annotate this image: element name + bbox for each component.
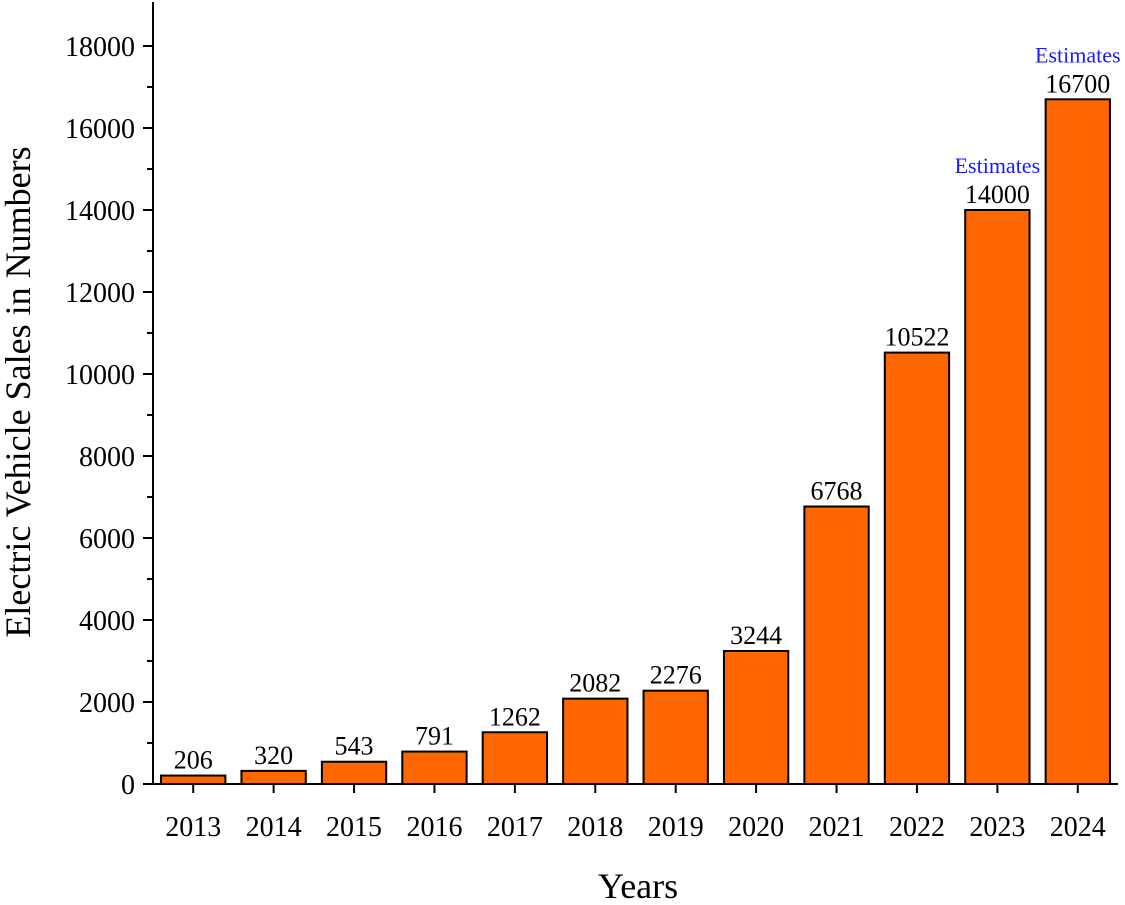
data-label-2018: 2082 xyxy=(569,669,621,698)
y-axis-title: Electric Vehicle Sales in Numbers xyxy=(0,146,38,637)
bar-2021 xyxy=(803,505,870,785)
bar-2015 xyxy=(320,760,388,785)
data-label-2024: 16700 xyxy=(1045,69,1110,98)
bar-2013 xyxy=(160,774,227,786)
data-label-2021: 6768 xyxy=(811,477,863,506)
bar-2018 xyxy=(562,697,629,785)
bar-2019 xyxy=(642,689,709,786)
data-label-2016: 791 xyxy=(415,722,454,751)
y-tick-label: 12000 xyxy=(65,278,135,309)
data-labels: 206 320 543 791 1262 2082 2276 3244 6768 10522 140… xyxy=(174,69,1111,774)
bar-2024 xyxy=(1044,98,1111,786)
x-tick-label: 2024 xyxy=(1050,812,1106,843)
x-tick-label: 2015 xyxy=(326,812,382,843)
x-tick-label: 2013 xyxy=(165,812,221,843)
x-tick-label: 2017 xyxy=(487,812,543,843)
y-tick-label: 2000 xyxy=(79,688,135,719)
axes-layer xyxy=(152,2,1118,785)
y-tick-label: 6000 xyxy=(79,524,135,555)
bar-2017 xyxy=(481,731,549,785)
data-label-2022: 10522 xyxy=(884,323,949,352)
bar-2022 xyxy=(883,351,951,785)
y-tick-label: 8000 xyxy=(79,442,135,473)
bars-layer xyxy=(160,98,1111,786)
y-tick-label: 10000 xyxy=(65,360,135,391)
x-tick-label: 2023 xyxy=(969,812,1025,843)
bar-2016 xyxy=(401,750,468,785)
data-label-2020: 3244 xyxy=(730,621,782,650)
data-label-2015: 543 xyxy=(335,732,374,761)
x-tick-label: 2016 xyxy=(406,812,462,843)
y-tick-label: 14000 xyxy=(65,196,135,227)
y-ticks: 0 2000 4000 6000 8000 10000 12000 14000 16000 180… xyxy=(65,32,153,801)
x-tick-label: 2021 xyxy=(809,812,865,843)
data-label-2014: 320 xyxy=(254,741,293,770)
x-ticks: 2013 2014 2015 2016 2017 2018 2019 2020 2021 2022… xyxy=(165,784,1106,843)
x-tick-label: 2018 xyxy=(567,812,623,843)
y-tick-label: 4000 xyxy=(79,606,135,637)
data-label-2013: 206 xyxy=(174,746,213,775)
y-tick-label: 18000 xyxy=(65,32,135,63)
annotation-estimates-2024: Estimates xyxy=(1035,42,1121,67)
x-axis-title: Years xyxy=(598,866,678,900)
x-tick-label: 2020 xyxy=(728,812,784,843)
annotation-estimates-2023: Estimates xyxy=(955,153,1041,178)
annotations: Estimates Estimates xyxy=(955,42,1121,178)
y-tick-label: 0 xyxy=(121,770,135,801)
y-tick-label: 16000 xyxy=(65,114,135,145)
x-tick-label: 2019 xyxy=(648,812,704,843)
data-label-2019: 2276 xyxy=(650,661,702,690)
data-label-2023: 14000 xyxy=(965,180,1030,209)
x-tick-label: 2022 xyxy=(889,812,945,843)
bar-2014 xyxy=(240,769,307,786)
bar-2020 xyxy=(722,649,790,785)
bar-2023 xyxy=(964,209,1031,785)
data-label-2017: 1262 xyxy=(489,702,541,731)
x-tick-label: 2014 xyxy=(246,812,302,843)
